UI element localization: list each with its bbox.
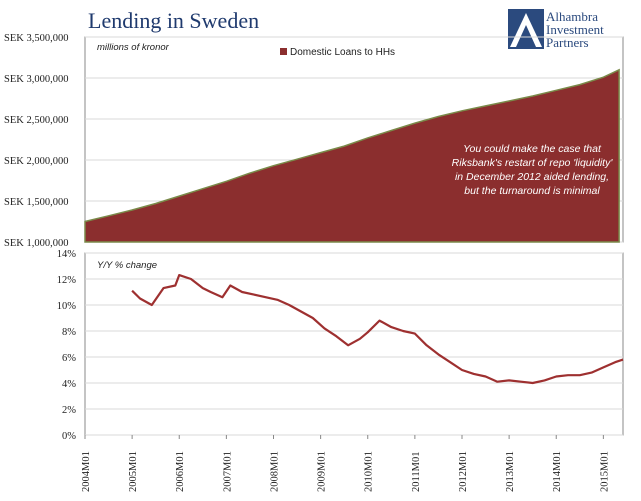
x-tick-label: 2011M01 bbox=[411, 452, 422, 492]
bottom-ylabel: Y/Y % change bbox=[97, 260, 157, 271]
x-tick-label: 2005M01 bbox=[128, 451, 139, 492]
y-tick-label: 10% bbox=[57, 301, 77, 312]
bottom-x-axis: 2004M01 2005M01 2006M01 2007M01 2008M01 2009M… bbox=[81, 435, 610, 492]
top-y-axis: SEK 3,500,000 SEK 3,000,000 SEK 2,500,000 S… bbox=[4, 33, 68, 249]
y-tick-label: SEK 3,500,000 bbox=[4, 33, 68, 44]
yoy-line-chart: 14% 12% 10% 8% 6% 4% 2% 0% 2004M01 2005M01 2006M0… bbox=[57, 249, 624, 492]
y-tick-label: 12% bbox=[57, 275, 77, 286]
y-tick-label: 2% bbox=[62, 405, 76, 416]
x-tick-label: 2008M01 bbox=[269, 451, 280, 492]
company-logo: Alhambra Investment Partners bbox=[508, 9, 638, 53]
loans-area-chart: SEK 3,500,000 SEK 3,000,000 SEK 2,500,000 S… bbox=[4, 33, 624, 249]
logo-text: Alhambra Investment Partners bbox=[546, 10, 604, 49]
page-title: Lending in Sweden bbox=[88, 8, 260, 33]
y-tick-label: 8% bbox=[62, 327, 76, 338]
x-tick-label: 2004M01 bbox=[81, 451, 92, 492]
legend-swatch bbox=[280, 48, 287, 55]
x-tick-label: 2007M01 bbox=[222, 451, 233, 492]
logo-line: Alhambra bbox=[546, 9, 598, 24]
logo-line: Investment bbox=[546, 22, 604, 37]
y-tick-label: 14% bbox=[57, 249, 77, 260]
x-tick-label: 2010M01 bbox=[364, 451, 375, 492]
bottom-gridlines bbox=[85, 252, 623, 436]
x-tick-label: 2014M01 bbox=[552, 451, 563, 492]
x-tick-label: 2015M01 bbox=[599, 451, 610, 492]
x-tick-label: 2012M01 bbox=[458, 451, 469, 492]
y-tick-label: SEK 2,500,000 bbox=[4, 115, 68, 126]
y-tick-label: 0% bbox=[62, 431, 76, 442]
x-tick-label: 2006M01 bbox=[175, 451, 186, 492]
legend: Domestic Loans to HHs bbox=[280, 47, 395, 58]
y-tick-label: 4% bbox=[62, 379, 76, 390]
annotation-line: in December 2012 aided lending, bbox=[455, 171, 609, 183]
y-tick-label: SEK 3,000,000 bbox=[4, 74, 68, 85]
x-tick-label: 2013M01 bbox=[505, 451, 516, 492]
bottom-plot-frame bbox=[84, 252, 624, 436]
loans-area bbox=[84, 68, 620, 243]
logo-line: Partners bbox=[546, 35, 589, 50]
x-tick-label: 2009M01 bbox=[317, 451, 328, 492]
y-tick-label: SEK 2,000,000 bbox=[4, 156, 68, 167]
annotation-text: You could make the case that Riksbank's … bbox=[452, 143, 614, 197]
legend-label: Domestic Loans to HHs bbox=[290, 47, 395, 58]
y-tick-label: 6% bbox=[62, 353, 76, 364]
annotation-line: You could make the case that bbox=[463, 143, 602, 155]
y-tick-label: SEK 1,500,000 bbox=[4, 197, 68, 208]
annotation-line: Riksbank's restart of repo 'liquidity' bbox=[452, 157, 614, 169]
logo-mark-icon bbox=[508, 9, 544, 49]
annotation-line: but the turnaround is minimal bbox=[464, 185, 600, 197]
bottom-y-axis: 14% 12% 10% 8% 6% 4% 2% 0% bbox=[57, 249, 77, 442]
y-tick-label: SEK 1,000,000 bbox=[4, 238, 68, 249]
yoy-change-line bbox=[131, 274, 624, 385]
top-ylabel: millions of kronor bbox=[97, 42, 170, 53]
